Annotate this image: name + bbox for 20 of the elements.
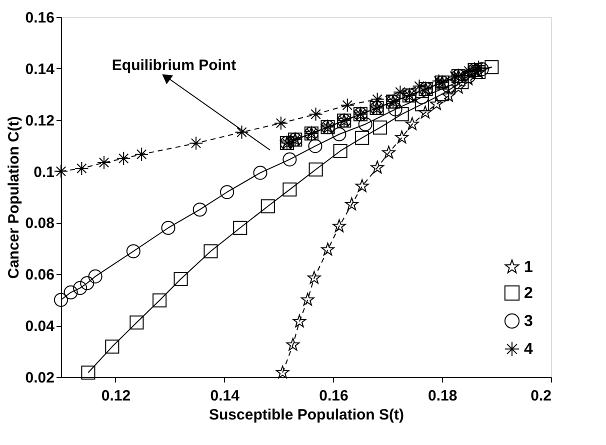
y-tick-label: 0.14: [25, 60, 56, 78]
x-tick-label: 0.14: [210, 388, 240, 404]
y-tick-label: 0.16: [25, 10, 54, 26]
x-tick-label: 0.16: [319, 388, 348, 404]
y-axis-title: Cancer Population C(t): [5, 116, 22, 279]
x-tick-label: 0.2: [530, 388, 552, 404]
y-tick-label: 0.06: [25, 266, 54, 284]
y-tick-label: 0.08: [25, 215, 54, 232]
y-tick-label: 0.1: [34, 164, 54, 181]
legend-label: 1: [524, 259, 533, 276]
x-axis-title: Susceptible Population S(t): [208, 406, 404, 424]
y-tick-label: 0.04: [25, 318, 56, 336]
legend-label: 2: [524, 285, 533, 302]
x-tick-label: 0.12: [101, 388, 131, 404]
legend-label: 3: [524, 313, 533, 330]
x-tick-label: 0.18: [428, 388, 458, 404]
annotation: Equilibrium Point: [112, 57, 236, 74]
legend-label: 4: [524, 341, 533, 358]
y-tick-label: 0.02: [25, 370, 54, 386]
y-tick-label: 0.12: [25, 112, 54, 130]
